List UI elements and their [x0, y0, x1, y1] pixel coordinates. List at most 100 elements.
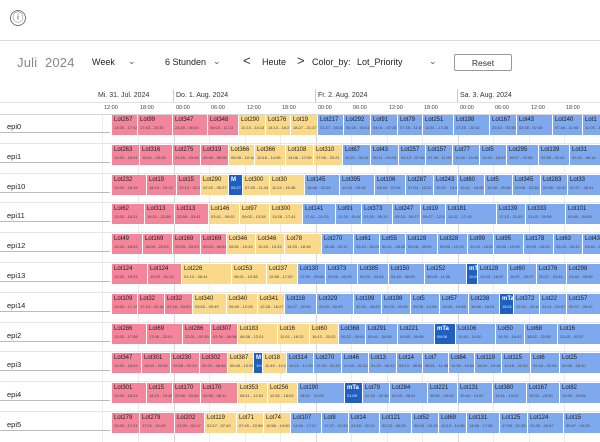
lot-bar[interactable]: Lot22 23:11 - 02:07: [540, 293, 567, 314]
lot-bar[interactable]: Lot52 06:33 - 10:13: [412, 413, 439, 433]
lot-bar[interactable]: Lot284 02:45 - 06:51: [390, 383, 428, 404]
lot-bar[interactable]: Lot95 15:00 - 19:03: [494, 234, 524, 255]
lot-bar[interactable]: Lot32 17:13 - 22:18: [138, 293, 165, 314]
lot-bar[interactable]: Lot256 12:51 - 18:02: [268, 383, 298, 404]
lot-bar[interactable]: Lot99 12:19 - 15:00: [468, 234, 494, 255]
lot-bar[interactable]: Lot62 13:33 - 18:21: [112, 204, 145, 225]
lot-bar[interactable]: Lot139 17:15 - 21:03: [497, 204, 526, 225]
lot-bar[interactable]: Lot71 07:40 - 10:56: [237, 413, 264, 433]
lot-bar[interactable]: Lot372 19:20 - 23:11: [514, 293, 540, 314]
lot-bar[interactable]: Lot33 02:47 - 06:41: [568, 174, 600, 195]
lot-bar[interactable]: Lot329 22:03 - 00:33: [317, 293, 354, 314]
lot-bar[interactable]: Lot8 17:47 - 21:53: [322, 413, 349, 433]
lot-bar[interactable]: Lot46 21:43 - 01:22: [342, 353, 369, 374]
lot-bar[interactable]: Lot82 23:50 - 04:05: [560, 383, 600, 404]
lot-bar[interactable]: Lot19 18:19 - 23:13: [147, 174, 177, 195]
lot-bar[interactable]: Lot14 21:53 - 02:22: [349, 413, 380, 433]
lot-bar[interactable]: Lot310 17:05 - 20:21: [314, 144, 343, 165]
lot-bar[interactable]: Lot6 22:43 - 02:06: [531, 353, 560, 374]
lot-bar[interactable]: Lot276 20:27 - 23:44: [537, 264, 567, 284]
lot-bar[interactable]: Lot109 13:33 - 17:13: [112, 293, 138, 314]
next-arrow-icon[interactable]: >: [297, 53, 305, 68]
lot-bar[interactable]: Lot146 03:41 - 09:02: [209, 204, 240, 225]
lot-bar[interactable]: Lot170 23:48 - 03:56: [173, 383, 201, 404]
lot-bar[interactable]: Lot178 19:03 - 23:23: [524, 234, 554, 255]
lot-bar[interactable]: Lot119 15:04 - 19:16: [475, 353, 502, 374]
lot-bar[interactable]: Lot243 10:22 - 13:41: [434, 174, 458, 195]
lot-bar[interactable]: Lot301 13:33 - 18:23: [112, 383, 147, 404]
lot-bar[interactable]: Lot101 00:59 - 04:53: [566, 204, 600, 225]
lot-bar[interactable]: Lot183 06:38 - 12:01: [238, 323, 278, 344]
lot-bar[interactable]: Lot79 07:28 - 11:51: [398, 115, 423, 135]
lot-bar[interactable]: Lot287 07:04 - 10:22: [406, 174, 434, 195]
lot-bar[interactable]: Lot353 08:11 - 12:51: [238, 383, 268, 404]
lot-bar[interactable]: Lot141 17:41 - 21:33: [303, 204, 336, 225]
lot-bar[interactable]: Lot283 23:38 - 02:47: [541, 174, 568, 195]
lot-bar[interactable]: Lot7 08:51 - 11:35: [423, 353, 449, 374]
lot-bar[interactable]: Lot128 12:03 - 16:37: [478, 264, 508, 284]
lot-bar[interactable]: Lot395 22:03 - 03:48: [340, 174, 375, 195]
lot-bar[interactable]: Lot275 23:26 - 03:46: [173, 144, 201, 165]
lot-bar[interactable]: Lot198 17:25 - 23:42: [454, 115, 490, 135]
lot-bar[interactable]: Lot298 23:44 - 03:55: [567, 264, 600, 284]
lot-bar[interactable]: Lot237 12:58 - 17:00: [267, 264, 298, 284]
lot-bar[interactable]: Lot157 07:46 - 11:09: [426, 144, 453, 165]
lot-bar[interactable]: Lot68 18:02 - 22:05: [525, 323, 558, 344]
lot-bar[interactable]: Lot5 14:43 - 18:07: [480, 144, 507, 165]
lot-bar[interactable]: Lot145 16:48 - 22:03: [305, 174, 340, 195]
lot-bar[interactable]: Lot107 14:00 - 17:47: [291, 413, 322, 433]
lot-bar[interactable]: Lot270 18:48 - 23:12: [322, 234, 354, 255]
lot-bar[interactable]: Lot43 00:11 - 04:13: [371, 144, 399, 165]
lot-bar[interactable]: Lot279 13:33 - 17:21: [112, 413, 140, 433]
lot-bar[interactable]: Lot346 10:43 - 14:33: [256, 234, 285, 255]
lot-bar[interactable]: Lot19 09:27 - 12:31: [421, 204, 446, 225]
lot-bar[interactable]: Lot61 23:12 - 02:21: [354, 234, 380, 255]
lot-bar[interactable]: Lot251 11:51 - 17:25: [423, 115, 454, 135]
lot-bar[interactable]: Lot346 06:51 - 10:43: [227, 234, 256, 255]
lot-bar[interactable]: Lot302 02:23 - 06:45: [200, 353, 228, 374]
lot-bar[interactable]: Lot253 06:41 - 12:58: [232, 264, 267, 284]
lot-bar[interactable]: Lot13 01:22 - 05:13: [369, 353, 397, 374]
lot-bar[interactable]: Lot84 11:35 - 15:04: [449, 353, 475, 374]
lot-bar[interactable]: Lot18 11:49 - 14:22: [263, 353, 287, 374]
lot-bar[interactable]: M10:05: [254, 353, 263, 374]
lot-bar[interactable]: Lot124 13:33 - 19:23: [112, 264, 148, 284]
lot-bar[interactable]: Lot286 13:33 - 17:08: [112, 323, 147, 344]
lot-bar[interactable]: Lot43 03:38 - 07:48: [517, 115, 553, 135]
lot-bar[interactable]: Lot150 04:43 - 08:05: [389, 264, 425, 284]
lot-bar[interactable]: Lot199 00:33 - 04:25: [354, 293, 382, 314]
lot-bar[interactable]: Lot307 02:39 - 06:38: [211, 323, 238, 344]
lot-bar[interactable]: Lot316 18:01 - 23:26: [140, 144, 173, 165]
lot-bar[interactable]: Lot78 14:33 - 18:48: [285, 234, 322, 255]
lot-bar[interactable]: Lot368 20:22 - 00:41: [339, 323, 366, 344]
lot-bar[interactable]: Lot69 17:08 - 22:01: [147, 323, 183, 344]
lot-bar[interactable]: Lot91 04:01 - 07:28: [371, 115, 398, 135]
range-select[interactable]: 6 Stunden: [165, 57, 206, 67]
view-select[interactable]: Week: [92, 57, 115, 67]
lot-bar[interactable]: Lot15 00:47 - 04:33: [564, 413, 600, 433]
lot-bar[interactable]: mTa 09:08: [435, 323, 456, 344]
lot-bar[interactable]: Lot366 10:16 - 14:06: [255, 144, 286, 165]
lot-bar[interactable]: Lot176 14:13 - 18:27: [266, 115, 291, 135]
today-button[interactable]: Heute: [262, 57, 287, 67]
lot-bar[interactable]: Lot108 14:06 - 17:05: [286, 144, 314, 165]
lot-bar[interactable]: Lot328 09:00 - 12:19: [438, 234, 468, 255]
lot-bar[interactable]: Lot333 21:03 - 00:59: [526, 204, 566, 225]
lot-bar[interactable]: Lot286 22:01 - 02:39: [183, 323, 211, 344]
lot-bar[interactable]: Lot347 13:33 - 18:03: [112, 353, 142, 374]
chevron-down-icon[interactable]: ⌄: [213, 56, 221, 66]
lot-bar[interactable]: Lot319 03:46 - 06:08: [201, 144, 229, 165]
lot-bar[interactable]: Lot60 16:37 - 20:27: [508, 264, 537, 284]
lot-bar[interactable]: Lot128 05:28 - 09:00: [406, 234, 438, 255]
lot-bar[interactable]: Lot226 01:13 - 06:41: [182, 264, 232, 284]
lot-bar[interactable]: Lot16 22:05 - 01:57: [558, 323, 600, 344]
lot-bar[interactable]: Lot118 16:27 - 22:03: [285, 293, 317, 314]
lot-bar[interactable]: Lot15 18:23 - 23:48: [147, 383, 173, 404]
lot-bar[interactable]: Lot77 11:09 - 14:43: [453, 144, 480, 165]
lot-bar[interactable]: Lot169 03:23 - 06:51: [201, 234, 227, 255]
lot-bar[interactable]: M 05:27: [229, 174, 243, 195]
lot-bar[interactable]: Lot16 12:01 - 16:12: [278, 323, 310, 344]
lot-bar[interactable]: Lot198 04:25 - 09:05: [382, 293, 411, 314]
lot-bar[interactable]: Lot181 12:31 - 17:15: [446, 204, 497, 225]
